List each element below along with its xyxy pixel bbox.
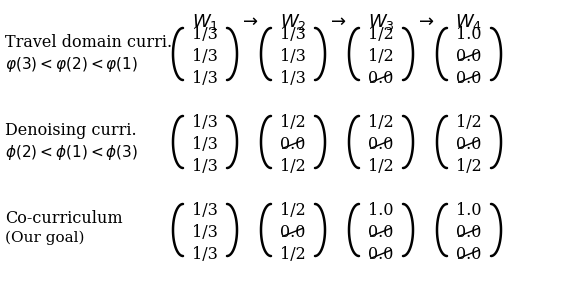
Text: Travel domain curri.: Travel domain curri. bbox=[5, 34, 172, 51]
Text: 1/2: 1/2 bbox=[280, 202, 306, 219]
Text: 0.0: 0.0 bbox=[456, 48, 482, 65]
Text: 1/3: 1/3 bbox=[280, 48, 306, 65]
Text: 1.0: 1.0 bbox=[456, 26, 482, 43]
Text: $\rightarrow$: $\rightarrow$ bbox=[415, 12, 435, 30]
Text: 0.0: 0.0 bbox=[280, 136, 306, 153]
Text: 0.0: 0.0 bbox=[368, 136, 394, 153]
Text: 1/2: 1/2 bbox=[368, 48, 394, 65]
Text: 1/2: 1/2 bbox=[280, 246, 306, 263]
Text: $\phi(2) < \phi(1) < \phi(3)$: $\phi(2) < \phi(1) < \phi(3)$ bbox=[5, 143, 138, 162]
Text: 1/3: 1/3 bbox=[280, 70, 306, 87]
Text: $W_2$: $W_2$ bbox=[280, 12, 306, 32]
Text: 1/3: 1/3 bbox=[192, 48, 218, 65]
Text: 1/2: 1/2 bbox=[280, 158, 306, 175]
Text: $\rightarrow$: $\rightarrow$ bbox=[327, 12, 347, 30]
Text: $W_4$: $W_4$ bbox=[455, 12, 483, 32]
Text: 1/2: 1/2 bbox=[368, 114, 394, 131]
Text: 1/3: 1/3 bbox=[192, 114, 218, 131]
Text: 1.0: 1.0 bbox=[456, 202, 482, 219]
Text: 0.0: 0.0 bbox=[368, 70, 394, 87]
Text: 0.0: 0.0 bbox=[368, 246, 394, 263]
Text: 1/3: 1/3 bbox=[192, 70, 218, 87]
Text: $\varphi(3) < \varphi(2) < \varphi(1)$: $\varphi(3) < \varphi(2) < \varphi(1)$ bbox=[5, 55, 138, 74]
Text: (Our goal): (Our goal) bbox=[5, 231, 84, 245]
Text: 1/3: 1/3 bbox=[192, 224, 218, 241]
Text: 0.0: 0.0 bbox=[456, 246, 482, 263]
Text: 0.0: 0.0 bbox=[456, 70, 482, 87]
Text: 0.0: 0.0 bbox=[280, 224, 306, 241]
Text: 0.0: 0.0 bbox=[368, 224, 394, 241]
Text: 1/2: 1/2 bbox=[368, 158, 394, 175]
Text: 0.0: 0.0 bbox=[456, 136, 482, 153]
Text: Co-curriculum: Co-curriculum bbox=[5, 210, 123, 227]
Text: $W_3$: $W_3$ bbox=[368, 12, 395, 32]
Text: Denoising curri.: Denoising curri. bbox=[5, 122, 137, 139]
Text: 1/3: 1/3 bbox=[192, 246, 218, 263]
Text: 1.0: 1.0 bbox=[368, 202, 394, 219]
Text: 1/3: 1/3 bbox=[192, 202, 218, 219]
Text: 1/2: 1/2 bbox=[368, 26, 394, 43]
Text: $W_1$: $W_1$ bbox=[192, 12, 218, 32]
Text: 0.0: 0.0 bbox=[456, 224, 482, 241]
Text: 1/3: 1/3 bbox=[192, 26, 218, 43]
Text: 1/2: 1/2 bbox=[456, 114, 482, 131]
Text: 1/2: 1/2 bbox=[280, 114, 306, 131]
Text: 1/2: 1/2 bbox=[456, 158, 482, 175]
Text: $\rightarrow$: $\rightarrow$ bbox=[239, 12, 259, 30]
Text: 1/3: 1/3 bbox=[280, 26, 306, 43]
Text: 1/3: 1/3 bbox=[192, 136, 218, 153]
Text: 1/3: 1/3 bbox=[192, 158, 218, 175]
